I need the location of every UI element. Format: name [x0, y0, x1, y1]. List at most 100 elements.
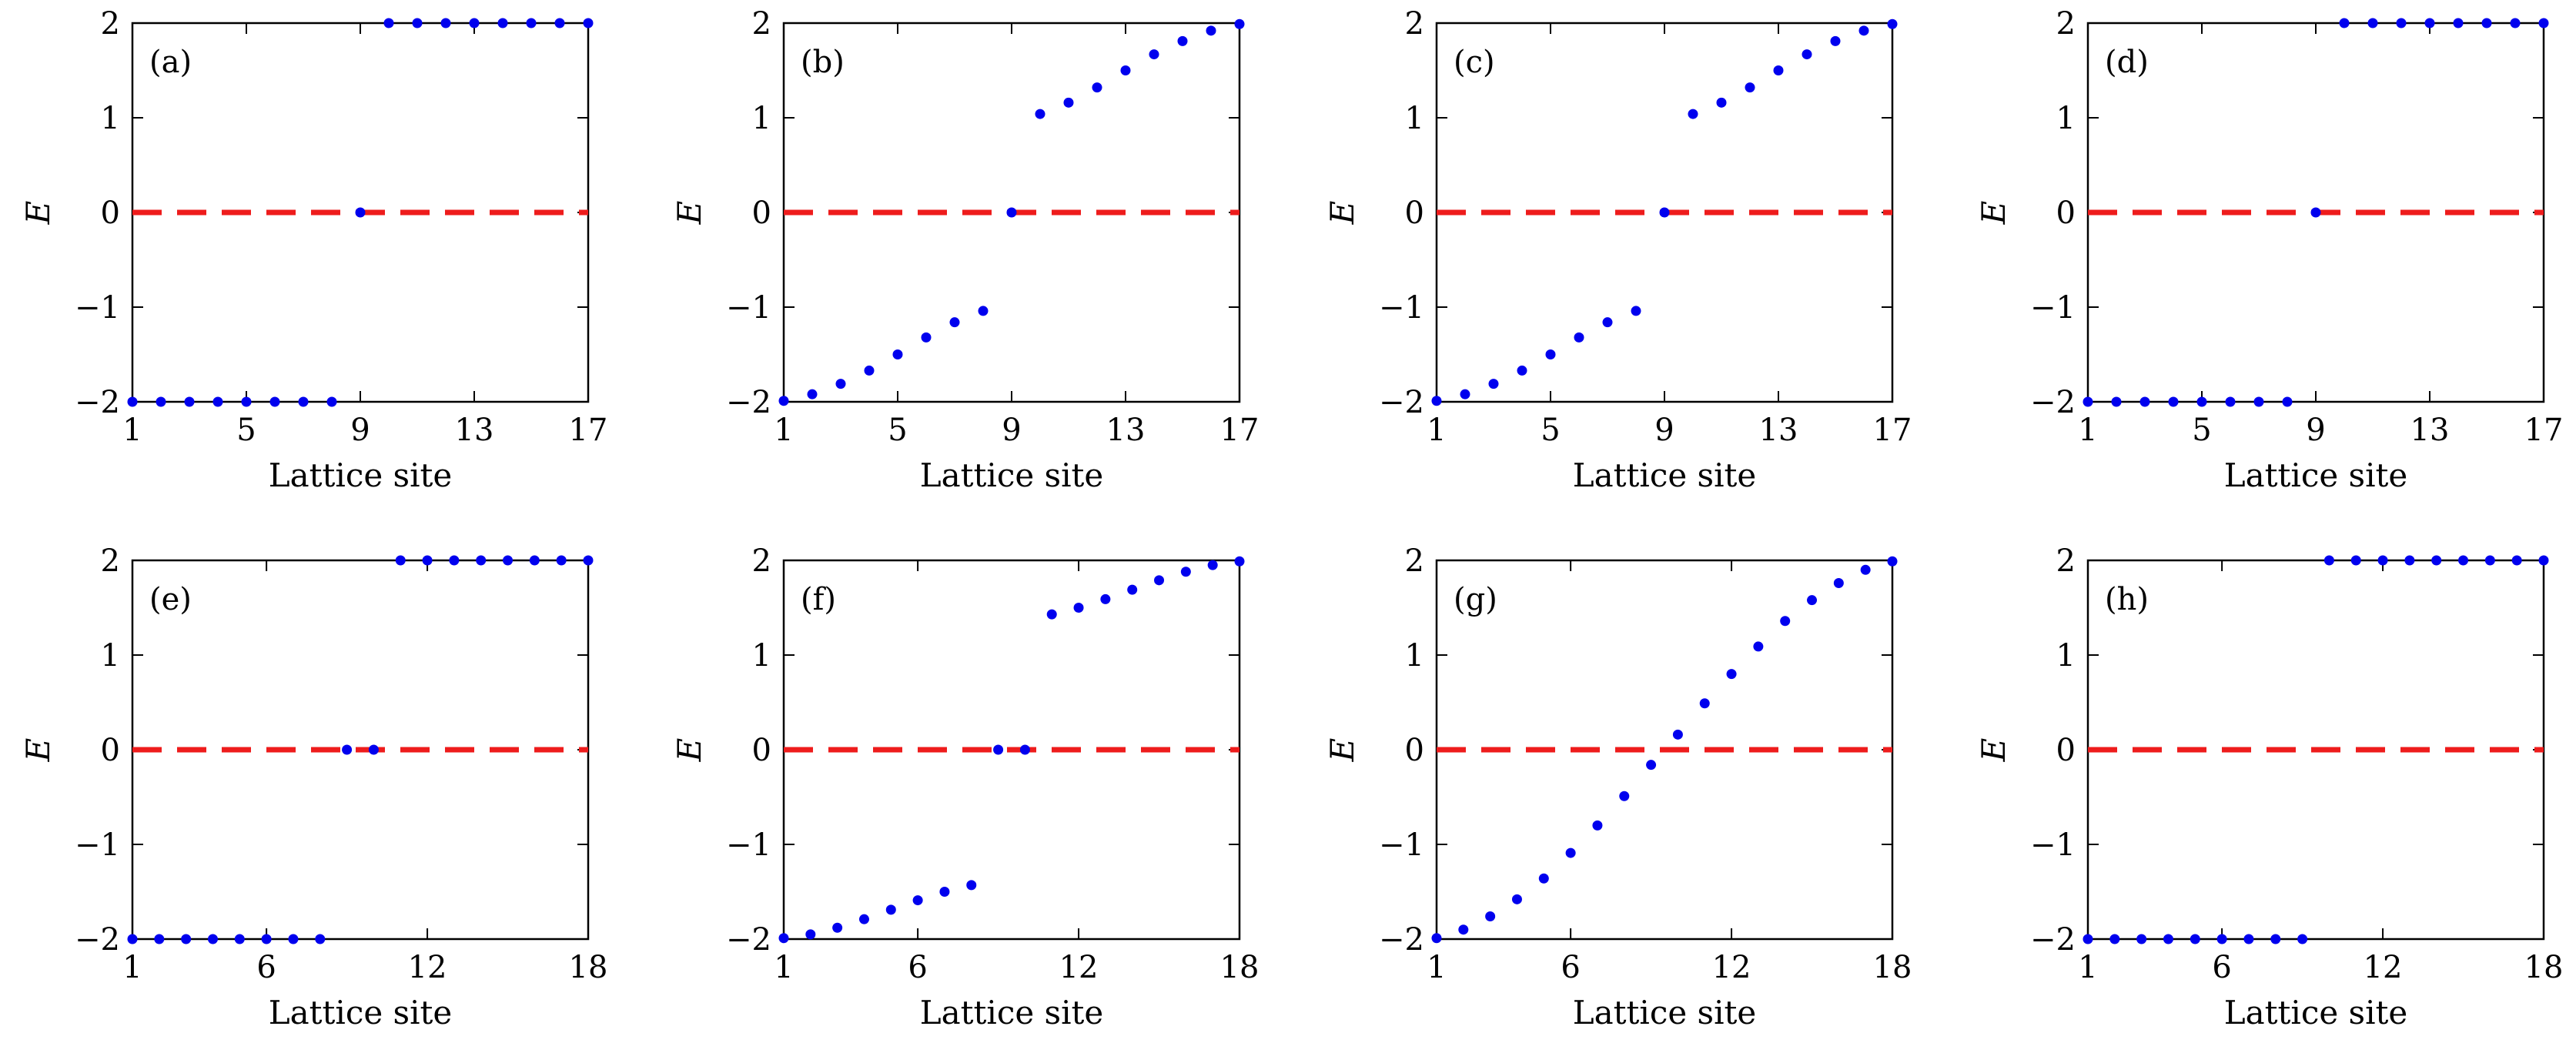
x-tick-label: 9 — [350, 413, 370, 448]
data-point — [422, 555, 433, 566]
data-point — [288, 934, 299, 944]
y-tick-label: −1 — [1379, 290, 1424, 326]
x-tick-label: 5 — [2192, 413, 2211, 448]
y-tick-label: −1 — [1379, 827, 1424, 863]
y-tick-label: −1 — [726, 827, 771, 863]
y-axis-label: E — [19, 738, 57, 763]
data-point — [261, 934, 272, 944]
y-tick-label: −1 — [2030, 290, 2076, 326]
x-tick-label: 1 — [1427, 413, 1446, 448]
data-point — [1860, 564, 1871, 575]
y-tick-label: −2 — [75, 922, 120, 958]
data-point — [2163, 934, 2173, 944]
y-tick-label: 1 — [101, 638, 120, 674]
data-point — [1063, 97, 1074, 108]
data-point — [858, 914, 869, 924]
data-point — [1631, 306, 1641, 316]
data-point — [1887, 556, 1898, 567]
x-axis-label: Lattice site — [269, 456, 453, 494]
y-tick-label: 0 — [2056, 196, 2076, 231]
data-point — [127, 934, 138, 944]
data-point — [1100, 593, 1111, 604]
data-point — [2168, 396, 2179, 407]
data-point — [1120, 65, 1131, 75]
data-point — [2350, 555, 2361, 566]
data-point — [1780, 616, 1791, 627]
data-point — [1006, 207, 1017, 218]
data-point — [476, 555, 487, 566]
y-tick-label: 1 — [1405, 101, 1424, 136]
x-tick-label: 5 — [236, 413, 256, 448]
x-tick-label: 17 — [1220, 413, 1260, 448]
data-point — [2367, 18, 2378, 28]
x-tick-label: 18 — [1873, 950, 1912, 985]
data-point — [1688, 109, 1698, 119]
y-tick-label: −2 — [1379, 922, 1424, 958]
panel-label: (h) — [2105, 582, 2149, 617]
data-point — [1538, 873, 1549, 884]
data-point — [1802, 49, 1812, 60]
panel-label: (b) — [801, 45, 845, 80]
data-point — [1745, 82, 1755, 93]
x-tick-label: 18 — [569, 950, 608, 985]
data-point — [326, 396, 337, 407]
data-point — [2339, 18, 2350, 28]
panel-label: (f) — [801, 582, 836, 617]
data-point — [2270, 934, 2281, 944]
y-tick-label: 0 — [101, 196, 120, 231]
y-tick-label: −1 — [75, 827, 120, 863]
y-tick-label: 0 — [1405, 196, 1424, 231]
y-tick-label: 1 — [2056, 638, 2076, 674]
y-axis-label: E — [19, 201, 57, 226]
x-tick-label: 6 — [256, 950, 276, 985]
data-point — [2481, 18, 2492, 28]
y-tick-label: −2 — [726, 385, 771, 420]
y-tick-label: 2 — [1405, 543, 1424, 579]
y-tick-label: 1 — [2056, 101, 2076, 136]
data-point — [2431, 555, 2442, 566]
data-point — [1149, 49, 1159, 60]
data-point — [412, 18, 423, 28]
x-axis-label: Lattice site — [2224, 456, 2408, 494]
x-tick-label: 13 — [1759, 413, 1798, 448]
y-tick-label: −2 — [75, 385, 120, 420]
data-point — [939, 887, 950, 897]
y-tick-label: −1 — [726, 290, 771, 326]
data-point — [2511, 555, 2522, 566]
data-point — [778, 933, 789, 944]
data-point — [2424, 18, 2435, 28]
data-point — [2297, 934, 2308, 944]
x-tick-label: 9 — [1002, 413, 1021, 448]
panel-label: (c) — [1454, 45, 1495, 80]
data-point — [1699, 698, 1710, 709]
data-point — [1602, 317, 1613, 328]
data-point — [1180, 567, 1191, 577]
data-point — [1019, 744, 1030, 755]
data-point — [2282, 396, 2293, 407]
y-tick-label: −2 — [2030, 922, 2076, 958]
data-point — [2111, 396, 2122, 407]
data-point — [342, 744, 353, 755]
x-tick-label: 12 — [408, 950, 447, 985]
data-point — [966, 880, 977, 891]
y-axis-label: E — [1975, 738, 2012, 763]
x-axis-label: Lattice site — [1573, 994, 1757, 1031]
panel-label: (e) — [149, 582, 192, 617]
data-point — [556, 555, 567, 566]
x-tick-label: 12 — [2364, 950, 2403, 985]
data-point — [2538, 555, 2549, 566]
data-point — [1592, 820, 1603, 831]
data-point — [449, 555, 460, 566]
data-point — [1773, 65, 1784, 75]
data-point — [778, 396, 789, 406]
data-point — [497, 18, 508, 28]
data-point — [1127, 584, 1138, 595]
data-point — [805, 929, 816, 940]
data-point — [1046, 609, 1057, 620]
data-point — [234, 934, 245, 944]
data-point — [1035, 109, 1045, 119]
data-point — [807, 389, 818, 399]
x-tick-label: 1 — [2078, 413, 2097, 448]
